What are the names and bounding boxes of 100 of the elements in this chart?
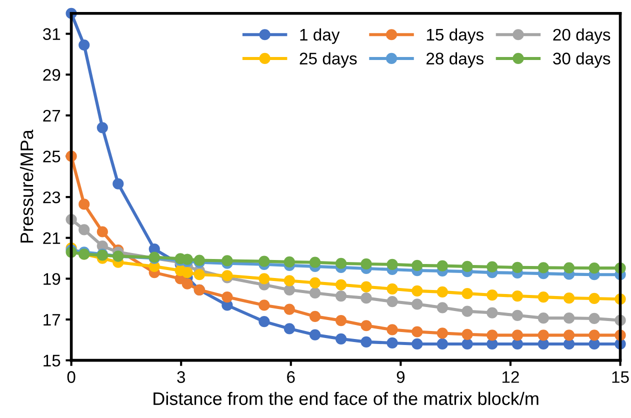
point [486,338,498,350]
point [96,122,108,134]
y-tick-label: 25 [43,150,60,162]
point [512,330,523,341]
x-tick-label: 3 [177,371,185,383]
point [436,286,448,298]
point [258,316,270,328]
point [588,330,600,341]
point [412,285,423,296]
point [538,312,549,324]
point [563,338,575,350]
point [462,306,473,317]
x-tick-label: 6 [287,371,295,383]
x-axis-title: Distance from the end face of the matrix block/m [154,392,538,406]
point [284,304,295,315]
point [222,291,233,303]
point [412,298,423,310]
point [360,320,372,332]
legend-label: 15 days [426,28,484,44]
legend-label: 25 days [300,52,357,68]
y-tick-label: 19 [44,273,60,285]
point [360,281,372,292]
y-tick-label: 17 [44,314,60,326]
y-tick-label: 29 [43,69,60,81]
point [309,256,321,268]
y-tick-label: 31 [42,28,60,40]
legend-label: 1 day [300,28,340,44]
point [386,296,398,308]
point [538,330,549,341]
point [588,312,600,324]
point [538,291,549,303]
point [360,292,372,304]
point [335,333,347,344]
point [194,269,205,280]
point [182,278,193,290]
point [335,258,347,269]
point [258,256,270,267]
point [512,338,523,350]
point [486,330,498,341]
point [360,336,372,348]
point [436,260,448,272]
point [412,260,423,271]
point [309,310,321,322]
legend-label: 20 days [553,28,610,44]
point [563,312,575,324]
point [78,198,90,210]
point [386,337,398,349]
point [588,262,600,274]
point [486,261,498,272]
point [78,39,90,51]
point [360,258,372,270]
point [335,314,347,326]
x-tick-label: 15 [612,371,629,383]
x-tick-label: 0 [67,371,76,383]
point [512,262,523,274]
x-tick-label: 9 [396,371,405,383]
point [412,338,423,350]
point [486,289,498,301]
point [284,275,295,286]
y-tick-label: 21 [43,232,60,244]
point [112,178,124,190]
point [309,277,321,288]
point [284,284,295,296]
y-tick-label: 15 [44,354,60,367]
legend-label: 30 days [553,52,610,68]
point [386,324,398,336]
point [538,338,549,350]
point [462,328,473,340]
point [588,338,600,350]
point [563,330,575,341]
point [222,255,233,266]
y-axis-title: Pressure/MPa [20,130,34,243]
point [335,290,347,302]
point [512,290,523,302]
point [284,323,295,334]
point [386,258,398,270]
point [486,307,498,318]
point [462,288,473,300]
legend-label: 28 days [426,52,484,68]
point [335,279,347,290]
point [588,292,600,304]
point [258,273,270,284]
y-tick-label: 23 [43,191,60,204]
point [538,262,549,274]
point [309,329,321,340]
point [284,256,295,268]
point [563,292,575,304]
point [436,328,448,339]
point [436,302,448,314]
point [96,226,108,238]
point [309,287,321,299]
point [436,338,448,350]
point [258,300,270,311]
point [412,326,423,338]
point [386,283,398,294]
point [462,260,473,272]
point [78,224,90,236]
y-tick-label: 27 [43,110,60,122]
x-tick-label: 12 [502,371,519,383]
point [512,310,523,321]
